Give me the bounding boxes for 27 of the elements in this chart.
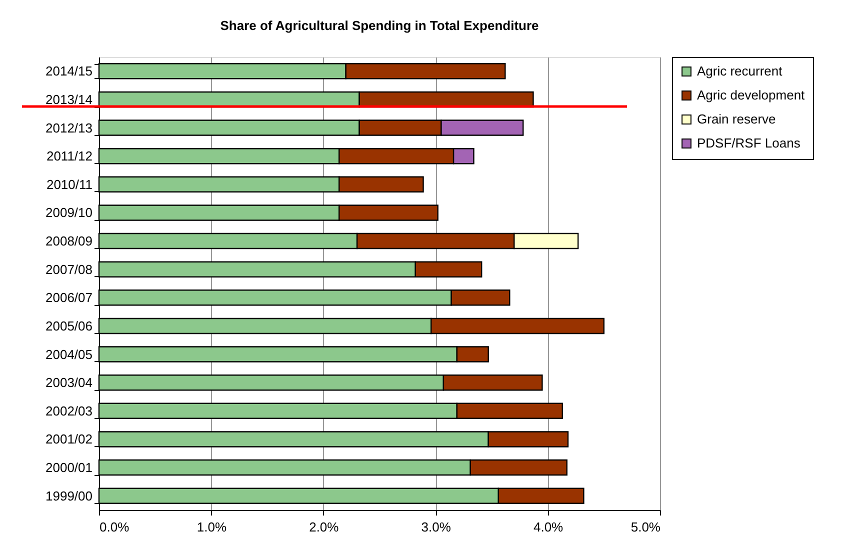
legend-label: PDSF/RSF Loans (697, 136, 801, 150)
x-tick-label: 5.0% (630, 520, 661, 534)
y-tick-label: 2013/14 (46, 92, 92, 107)
y-tick-label: 2006/07 (46, 290, 92, 306)
y-tick-label: 2010/11 (46, 176, 92, 192)
y-tick-label: 2012/13 (46, 120, 92, 136)
x-tick-label: 0.0% (100, 520, 130, 534)
x-tick-label: 2.0% (309, 520, 340, 534)
y-tick-label: 2008/09 (46, 234, 92, 249)
y-tick-label: 2005/06 (46, 318, 92, 334)
y-tick-label: 2014/15 (46, 64, 92, 79)
y-tick-label: 2004/05 (46, 346, 92, 362)
chart-title: Share of Agricultural Spending in Total Expenditure (220, 18, 539, 33)
legend-label: Grain reserve (697, 112, 776, 126)
y-tick-label: 2009/10 (46, 205, 92, 220)
y-tick-label: 1999/00 (46, 488, 92, 504)
y-tick-label: 2000/01 (46, 460, 92, 476)
y-tick-label: 2011/12 (46, 148, 92, 164)
x-tick-label: 4.0% (533, 520, 564, 534)
legend-label: Agric recurrent (697, 64, 783, 78)
x-tick-label: 1.0% (196, 520, 227, 534)
legend-label: Agric development (697, 88, 806, 102)
y-tick-label: 2007/08 (46, 262, 92, 277)
y-tick-label: 2002/03 (46, 403, 92, 418)
x-tick-label: 3.0% (421, 520, 452, 534)
y-tick-label: 2003/04 (46, 375, 92, 390)
y-tick-label: 2001/02 (46, 432, 92, 447)
